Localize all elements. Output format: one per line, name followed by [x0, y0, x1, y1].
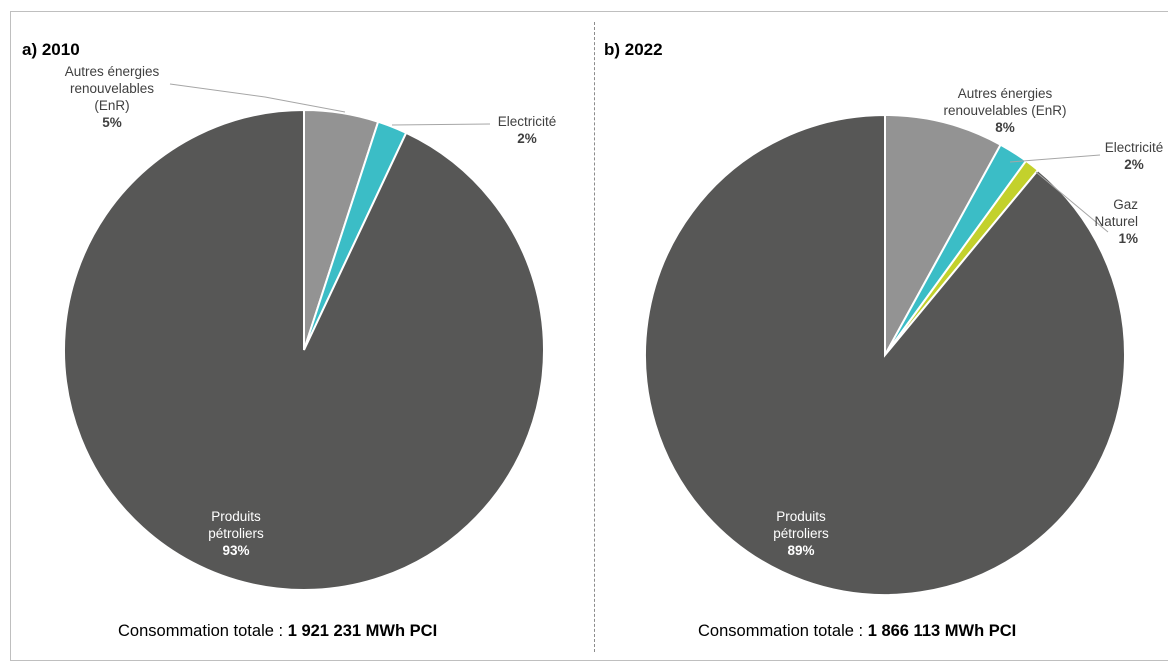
slice-label-autres-energies-renouvelables-enr: Autres énergies renouvelables (EnR) 8%: [943, 86, 1066, 135]
chart-a-total: Consommation totale : 1 921 231 MWh PCI: [118, 622, 437, 641]
total-value: 1 921 231 MWh PCI: [287, 622, 438, 640]
pie-slice-produits-petroliers: [63, 108, 546, 591]
leader-line-electricite: [391, 123, 491, 126]
total-label: Consommation totale :: [698, 622, 864, 640]
panel-divider: [594, 22, 595, 652]
total-value: 1 866 113 MWh PCI: [867, 622, 1017, 640]
slice-label-produits-petroliers: Produits pétroliers 93%: [208, 509, 264, 558]
chart-a-title: a) 2010: [22, 40, 80, 59]
pie-slice-produits-petroliers: [644, 113, 1126, 596]
pie-slice-autres-energies-renouvelables-enr: [884, 113, 1002, 356]
slice-label-autres-energies-renouvelables-enr: Autres énergies renouvelables (EnR) 5%: [65, 64, 160, 130]
leader-line-electricite: [1009, 154, 1101, 163]
chart-b-title: b) 2022: [604, 40, 663, 59]
slice-label-produits-petroliers: Produits pétroliers 89%: [773, 509, 829, 558]
total-label: Consommation totale :: [118, 622, 284, 640]
slice-label-electricite: Electricité 2%: [498, 114, 557, 146]
slice-label-gaz-naturel: Gaz Naturel 1%: [1094, 197, 1138, 246]
leader-line-autres-energies-renouvelables-enr: [169, 83, 346, 113]
chart-b-total: Consommation totale : 1 866 113 MWh PCI: [698, 622, 1016, 641]
leader-line-gaz-naturel: [1035, 171, 1109, 233]
chart-frame: [10, 11, 1168, 661]
slice-label-electricite: Electricité 2%: [1105, 140, 1164, 172]
